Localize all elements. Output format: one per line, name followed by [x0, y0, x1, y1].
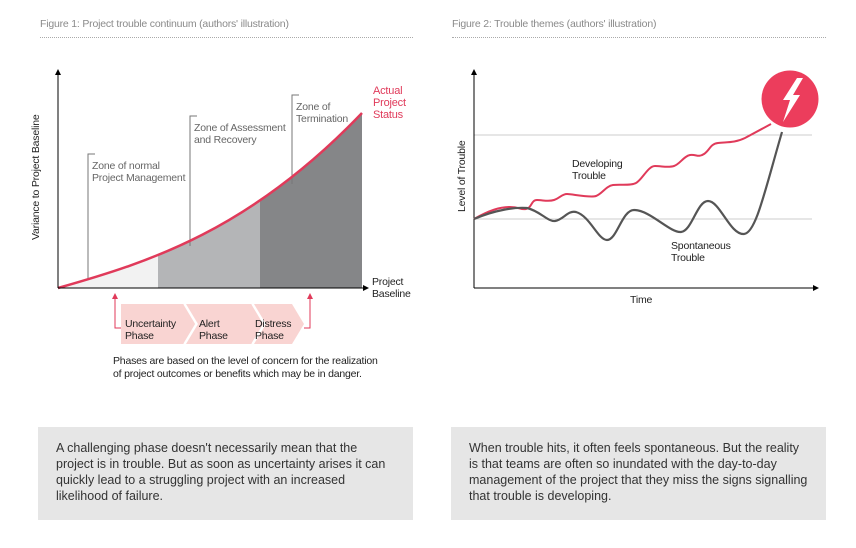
zone1-bracket: [87, 153, 95, 279]
start-marker: [112, 293, 121, 329]
callout-left: A challenging phase doesn't necessarily …: [38, 427, 413, 520]
y-axis-label: Level of Trouble: [456, 140, 468, 212]
zone3-fill: [260, 113, 362, 288]
zone3-label-2: Termination: [296, 113, 349, 125]
divider: [40, 37, 413, 38]
phase-alert: [186, 304, 264, 344]
developing-trouble-line: [473, 123, 772, 220]
spontaneous-trouble-line: [473, 131, 784, 242]
phase1-label-2: Phase: [125, 330, 154, 342]
curve-label-1: Actual: [373, 85, 403, 97]
callout-right: When trouble hits, it often feels sponta…: [451, 427, 826, 520]
figure2-title: Figure 2: Trouble themes (authors' illus…: [452, 18, 657, 30]
actual-status-curve: [57, 112, 363, 290]
phase3-label-2: Phase: [255, 330, 284, 342]
phase2-label-2: Phase: [199, 330, 228, 342]
phase-arrows: [112, 293, 313, 345]
zone3-label-1: Zone of: [296, 101, 331, 113]
phase3-label-1: Distress: [255, 318, 292, 330]
curve-label-2: Project: [373, 97, 406, 109]
x-label-1: Project: [372, 276, 404, 288]
caption-1: Phases are based on the level of concern…: [113, 355, 378, 367]
lightning-bolt-icon: [783, 78, 803, 122]
spontaneous-label-2: Trouble: [671, 252, 705, 264]
zone2-label-2: and Recovery: [194, 134, 257, 146]
phase2-label-1: Alert: [199, 318, 220, 330]
curve-label-3: Status: [373, 109, 403, 121]
caption-2: of project outcomes or benefits which ma…: [113, 368, 362, 380]
divider: [452, 37, 826, 38]
zone1-label-1: Zone of normal: [92, 160, 160, 172]
spontaneous-label-1: Spontaneous: [671, 240, 731, 252]
x-axis-label: Time: [630, 294, 653, 306]
zone2-label-1: Zone of Assessment: [194, 122, 286, 134]
end-marker: [304, 293, 313, 329]
developing-label-2: Trouble: [572, 170, 606, 182]
y-axis-label: Variance to Project Baseline: [30, 114, 42, 240]
phase-uncertainty: [121, 304, 196, 344]
zone2-bracket: [189, 115, 197, 246]
figure1-title: Figure 1: Project trouble continuum (aut…: [40, 18, 289, 30]
developing-label-1: Developing: [572, 158, 623, 170]
zone1-label-2: Project Management: [92, 172, 186, 184]
phase1-label-1: Uncertainty: [125, 318, 176, 330]
zone3-bracket: [291, 94, 299, 184]
x-label-2: Baseline: [372, 288, 411, 300]
phase-distress: [254, 304, 304, 344]
